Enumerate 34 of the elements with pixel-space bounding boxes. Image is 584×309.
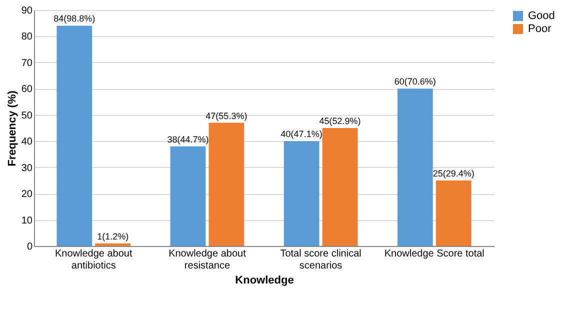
x-tick-label: Knowledge about resistance [168, 248, 246, 272]
y-tick-label: 80 [21, 32, 33, 43]
y-tick-label: 60 [21, 84, 33, 96]
y-tick-label: 20 [21, 189, 33, 200]
data-label: 1(1.2%) [97, 231, 129, 242]
legend-label: Good [528, 10, 555, 22]
data-label: 60(70.6%) [394, 76, 436, 87]
data-label: 38(44.7%) [167, 134, 209, 144]
data-label: 84(98.8%) [54, 14, 96, 24]
bar [436, 180, 472, 246]
data-label: 47(55.3%) [206, 110, 248, 121]
bar [56, 26, 92, 246]
bar [397, 88, 433, 246]
x-tick-label: Total score clinical scenarios [280, 248, 362, 272]
bar [170, 146, 206, 246]
bar [208, 122, 244, 246]
y-tick-label: 90 [21, 6, 33, 16]
data-label: 25(29.4%) [432, 168, 474, 178]
y-tick-label: 50 [21, 110, 33, 122]
data-label: 45(52.9%) [319, 116, 361, 126]
y-axis-title: Frequency (%) [6, 90, 18, 166]
y-tick-label: 40 [21, 136, 33, 148]
bar [322, 128, 358, 246]
data-label: 40(47.1%) [280, 129, 322, 140]
legend-label: Poor [528, 23, 552, 35]
bar [95, 243, 131, 246]
y-tick-label: 10 [21, 215, 33, 226]
y-tick-label: 0 [26, 242, 33, 252]
x-tick-label: Knowledge Score total [384, 248, 484, 260]
y-tick-label: 70 [21, 58, 33, 69]
y-tick-label: 30 [21, 162, 33, 174]
bar [284, 141, 320, 246]
x-axis-title: Knowledge [235, 274, 294, 286]
x-tick-label: Knowledge about antibiotics [54, 248, 132, 272]
